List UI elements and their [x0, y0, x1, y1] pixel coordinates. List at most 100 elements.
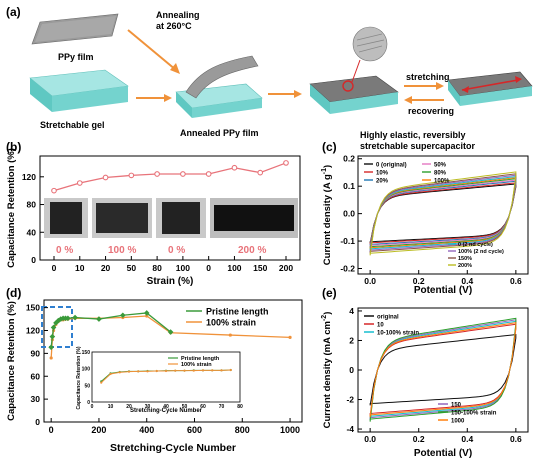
b-point: [180, 171, 186, 177]
d-legend-label: Pristine length: [206, 307, 269, 317]
photo-label-0: 0 %: [56, 245, 73, 256]
e-legend-label: 10-100% strain: [377, 331, 419, 337]
c-ytick-label: -0.2: [340, 264, 355, 274]
caption-line1: Highly elastic, reversibly: [360, 130, 466, 140]
inset-point: [220, 369, 223, 372]
inset-point: [109, 372, 112, 376]
inset-point: [192, 369, 195, 372]
inset-frame: [91, 351, 241, 403]
b-xtick-label: 200: [279, 263, 293, 273]
annealed-film-illustration: [175, 55, 263, 118]
panel-c: (c) -0.2 -0.1 0.0 0.1 0.2 0.0 0.2 0.4 0.6 0 (orig…: [321, 140, 529, 296]
stretchable-gel-illustration: [29, 69, 129, 112]
d-point: [57, 316, 64, 322]
c-legend-label: 0 (original): [376, 163, 407, 169]
b-point: [128, 172, 135, 179]
c-ytick-label: 0.1: [343, 181, 355, 191]
inset-point: [118, 371, 121, 374]
inset-point: [127, 370, 131, 373]
b-point: [257, 169, 264, 176]
panel-b-xlabel: Strain (%): [147, 276, 194, 287]
recovering-label: recovering: [408, 106, 454, 116]
panel-c-plot: -0.2 -0.1 0.0 0.1 0.2 0.0 0.2 0.4 0.6 0 (original…: [340, 154, 522, 286]
photo-label-3: 200 %: [238, 245, 266, 256]
inset-xtick-label: 40: [163, 404, 169, 410]
c-legend-label: 200%: [458, 263, 472, 269]
inset-legend-label: Pristine length: [181, 356, 220, 362]
inset-ytick-label: 150: [82, 350, 91, 356]
d-xtick-label: 0: [49, 425, 54, 435]
panel-a-label: (a): [6, 5, 21, 19]
d-point: [49, 333, 56, 340]
c-legend-label: 0 (2 nd cycle): [458, 242, 493, 248]
b-point: [231, 164, 238, 171]
panel-b-axes-frame: [39, 155, 301, 261]
b-xtick-label: 100: [176, 263, 190, 273]
inset-point: [155, 369, 158, 373]
panel-b-plot: 0 40 80 120 0 10 20 50 80 100 0 100 150 200: [22, 160, 293, 273]
d-xtick-label: 1000: [280, 425, 300, 435]
inset-point: [164, 369, 168, 373]
inset-point: [229, 368, 232, 372]
inset-xtick-label: 60: [200, 404, 206, 410]
b-xtick-label: 20: [101, 263, 111, 273]
e-legend-label: 1000: [451, 419, 465, 425]
b-ytick-label: 40: [27, 227, 37, 237]
c-xtick-label: 0.0: [364, 276, 376, 286]
d-point: [288, 335, 292, 339]
b-xtick-label: 150: [253, 263, 267, 273]
d-point: [167, 329, 174, 335]
e-ytick-label: 0: [349, 365, 354, 375]
inset-ytick-label: 100: [82, 367, 91, 373]
panel-b-label: (b): [6, 140, 21, 154]
b-xtick-label: 0: [52, 263, 57, 273]
d-xtick-label: 400: [139, 425, 154, 435]
inset-xtick-label: 50: [182, 404, 188, 410]
e-ytick-label: -2: [346, 395, 354, 405]
b-ytick-label: 80: [27, 200, 37, 210]
zoom-box: [41, 306, 73, 348]
c-series-loop: [369, 171, 517, 256]
c-legend-label: 100%: [434, 179, 450, 185]
inset-ytick-label: 50: [84, 383, 90, 389]
photo-label-1: 100 %: [108, 245, 136, 256]
b-xtick-label: 100: [227, 263, 241, 273]
b-point: [154, 171, 160, 177]
b-series-line: [53, 162, 287, 192]
panel-c-axes-frame: [357, 155, 529, 275]
inset-xtick-label: 10: [108, 404, 114, 410]
e-xtick-label: 0.0: [364, 434, 376, 444]
b-xtick-label: 80: [152, 263, 162, 273]
inset-ytick-label: 0: [87, 400, 90, 406]
inset-xtick-label: 0: [91, 404, 94, 410]
ppy-film-illustration: [31, 13, 119, 45]
b-ytick-label: 0: [31, 255, 36, 265]
panel-d-ylabel: Capacitance Retention (%): [6, 301, 17, 421]
annealing-arrow: [127, 29, 177, 71]
d-xtick-label: 600: [187, 425, 202, 435]
d-point: [143, 310, 150, 316]
e-ytick-label: 2: [349, 335, 354, 345]
c-xtick-label: 0.2: [413, 276, 425, 286]
inset-xtick-label: 80: [237, 404, 243, 410]
c-ytick-label: 0.2: [343, 154, 355, 164]
e-legend-label: 150-100% strain: [451, 411, 497, 417]
stretching-label: stretching: [406, 72, 450, 82]
c-ytick-label: -0.1: [340, 236, 355, 246]
photo-label-2: 0 %: [168, 245, 185, 256]
d-point: [65, 315, 71, 322]
panel-c-xlabel: Potential (V): [414, 285, 472, 296]
c-legend-label: 80%: [434, 171, 447, 177]
b-xtick-label: 0: [206, 263, 211, 273]
ppy-film-label: PPy film: [58, 52, 94, 62]
c-legend-label: 10%: [376, 171, 389, 177]
annealing-label-line1: Annealing: [156, 10, 200, 20]
panel-d-label: (d): [6, 286, 21, 300]
panel-e-label: (e): [322, 286, 337, 300]
panel-b: (b) 0 40 80 120 0 10 20 50 80 100 0 100 150 200 0 % 1…: [6, 140, 301, 287]
b-xtick-label: 10: [75, 263, 85, 273]
d-xtick-label: 200: [91, 425, 106, 435]
e-xtick-label: 0.4: [461, 434, 473, 444]
b-ytick-label: 120: [22, 172, 36, 182]
